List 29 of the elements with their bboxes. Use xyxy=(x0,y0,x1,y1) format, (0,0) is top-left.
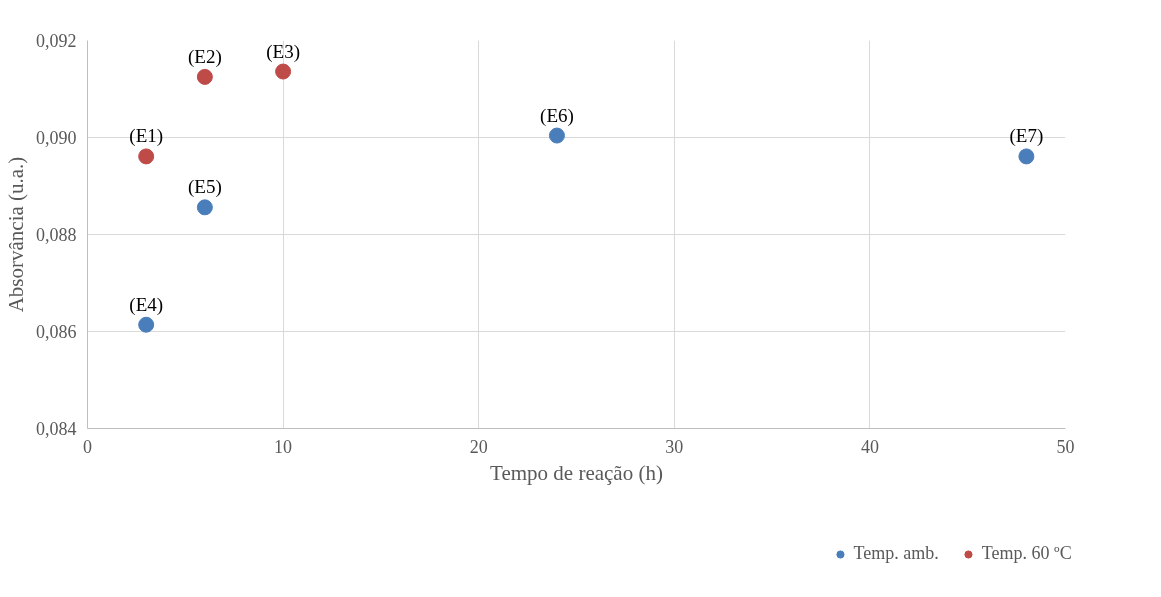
y-tick-label: 0,086 xyxy=(36,322,77,342)
annotation: (E3) xyxy=(266,40,300,63)
x-tick-label: 50 xyxy=(1056,436,1075,457)
annotation: (E5) xyxy=(187,176,222,199)
y-tick-label: 0,092 xyxy=(36,31,77,51)
legend-label: Temp. amb. xyxy=(853,543,939,564)
legend-label: Temp. 60 ºC xyxy=(981,543,1072,564)
annotation: (E4) xyxy=(129,293,164,316)
y-tick-label: 0,090 xyxy=(36,128,77,148)
point xyxy=(138,316,155,333)
x-tick-label: 10 xyxy=(274,436,293,457)
x-tick-label: 30 xyxy=(665,436,684,457)
x-tick-label: 0 xyxy=(83,436,92,457)
annotation: (E6) xyxy=(540,104,574,127)
annotation: (E2) xyxy=(187,45,222,68)
y-tick-label: 0,088 xyxy=(36,225,77,245)
point xyxy=(196,199,213,216)
x-tick-label: 40 xyxy=(860,436,879,457)
x-tick-label: 20 xyxy=(469,436,488,457)
point xyxy=(196,68,213,85)
point xyxy=(548,127,565,144)
y-tick-label: 0,084 xyxy=(36,419,77,439)
x-axis-title: Tempo de reação (h) xyxy=(490,460,663,485)
point xyxy=(275,63,292,80)
point xyxy=(138,148,155,165)
annotation: (E1) xyxy=(129,125,164,148)
annotation: (E7) xyxy=(1009,125,1044,148)
point xyxy=(1018,148,1035,165)
y-axis-title: Absorvância (u.a.) xyxy=(4,156,28,313)
